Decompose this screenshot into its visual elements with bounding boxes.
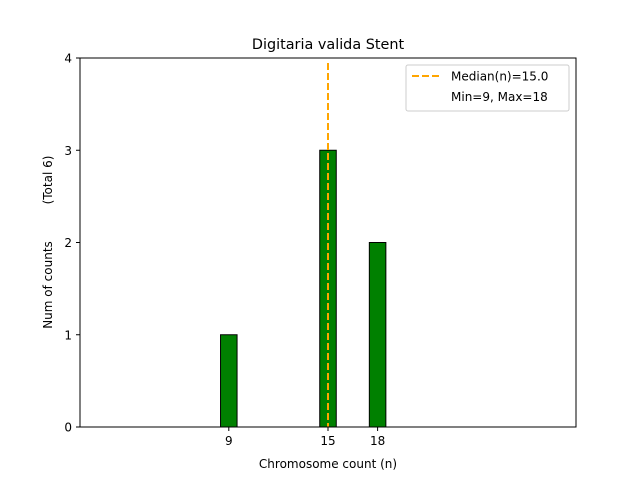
x-tick-label: 18 xyxy=(370,434,385,448)
y-axis-total-label: (Total 6) xyxy=(41,156,55,205)
chart-title: Digitaria valida Stent xyxy=(252,37,405,53)
y-tick-label: 1 xyxy=(64,328,72,342)
bar-18 xyxy=(368,242,387,428)
x-axis-title: Chromosome count (n) xyxy=(259,457,397,471)
bars xyxy=(80,149,436,428)
legend: Median(n)=15.0 Min=9, Max=18 xyxy=(405,64,570,112)
y-ticks: 0 1 2 3 4 xyxy=(64,52,80,435)
y-axis-title: Num of counts xyxy=(41,241,55,329)
y-tick-label: 0 xyxy=(64,421,72,435)
bar-9 xyxy=(220,334,238,428)
y-tick-label: 4 xyxy=(64,52,72,66)
y-tick-label: 3 xyxy=(64,144,72,158)
legend-median-label: Median(n)=15.0 xyxy=(451,70,548,84)
legend-box xyxy=(405,64,570,112)
legend-min-max-label: Min=9, Max=18 xyxy=(451,90,548,104)
x-tick-label: 15 xyxy=(320,434,335,448)
x-ticks: 9 15 18 xyxy=(225,427,385,448)
y-tick-label: 2 xyxy=(64,236,72,250)
x-tick-label: 9 xyxy=(225,434,233,448)
